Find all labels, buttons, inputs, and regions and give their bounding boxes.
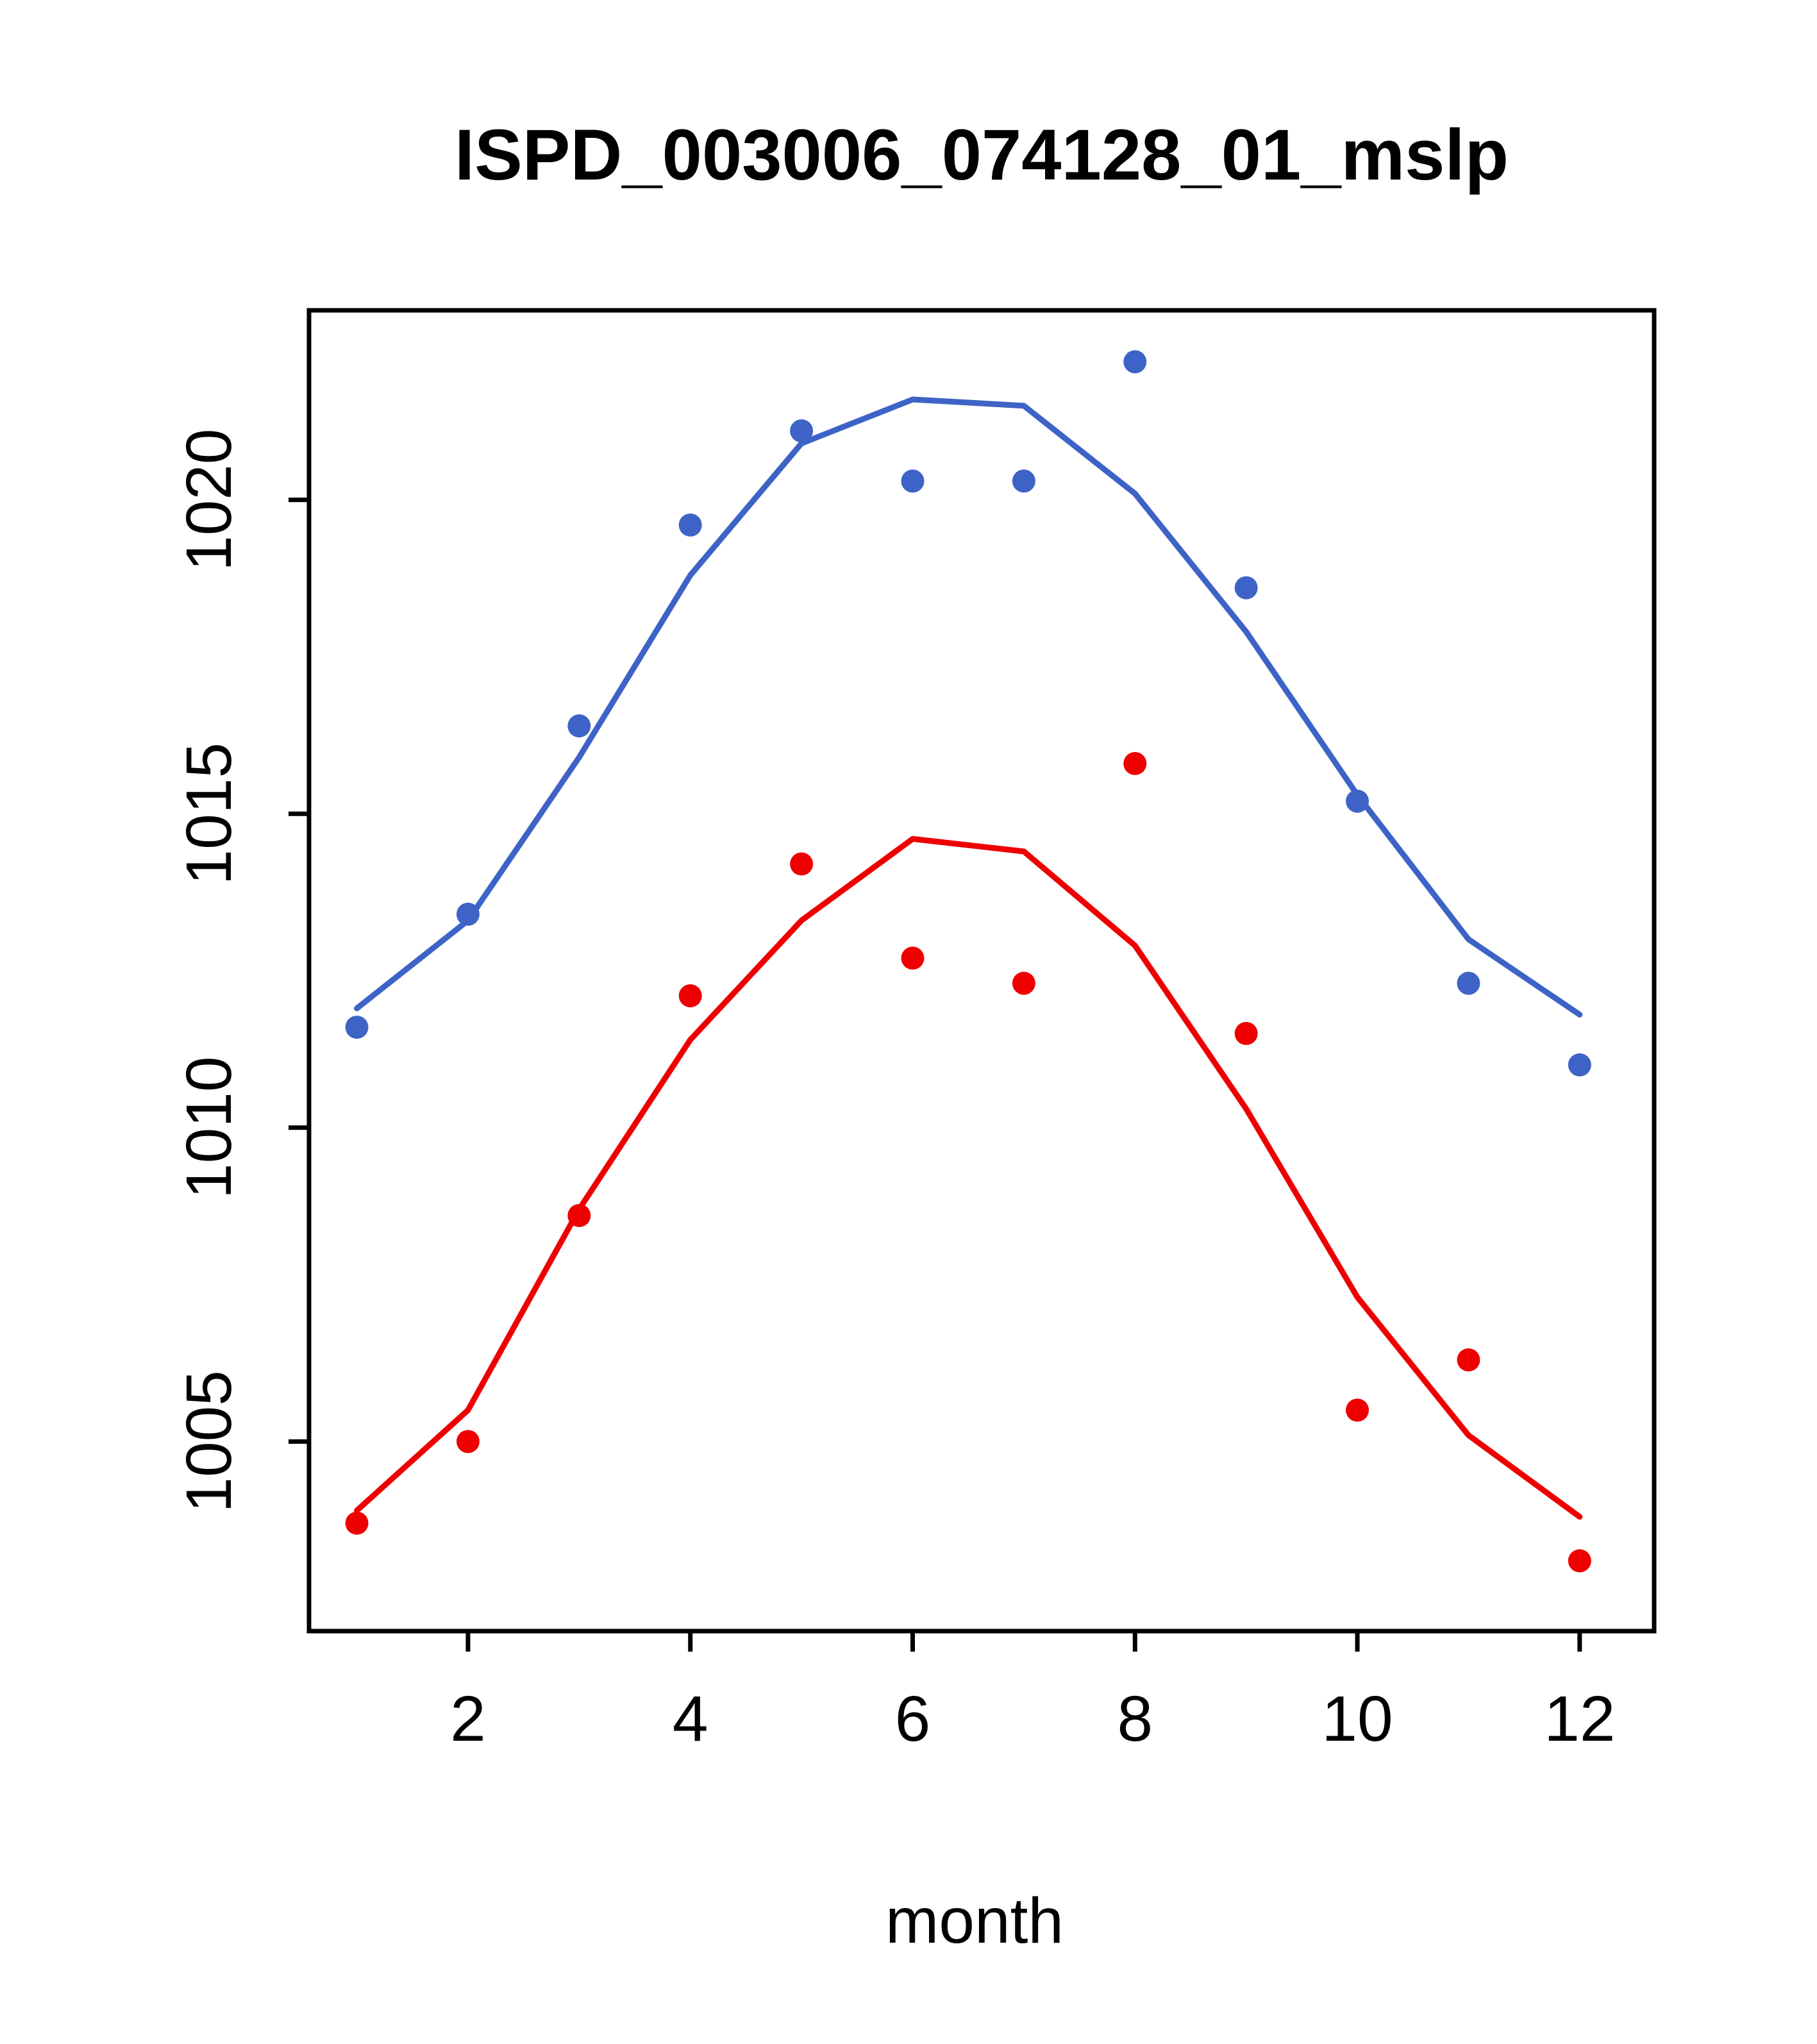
red-observed-points-point	[678, 984, 702, 1008]
x-axis-label: month	[885, 1885, 1064, 1957]
blue-observed-points-point	[345, 1016, 369, 1039]
red-observed-points-point	[1234, 1021, 1258, 1045]
red-observed-points-point	[1012, 971, 1035, 995]
x-tick-label: 8	[1117, 1683, 1153, 1755]
red-fitted-line	[354, 835, 1583, 1520]
red-observed-points-point	[1568, 1549, 1591, 1573]
x-tick-label: 4	[673, 1683, 708, 1755]
x-tick-label: 6	[895, 1683, 931, 1755]
chart-title: ISPD_003006_074128_01_mslp	[455, 115, 1509, 195]
blue-observed-points-point	[1457, 971, 1480, 995]
red-observed-points-point	[345, 1511, 369, 1535]
blue-observed-points-point	[1234, 576, 1258, 599]
red-observed-points-point	[1123, 751, 1147, 775]
x-tick-label: 12	[1544, 1683, 1615, 1755]
blue-observed-points-point	[790, 419, 814, 442]
y-tick-label: 1010	[173, 1057, 245, 1199]
blue-observed-points-point	[1012, 469, 1035, 493]
blue-observed-points-point	[678, 513, 702, 537]
plot-area: 2 4 6 8 10 12 1005 1010 1015 1020	[173, 308, 1657, 1755]
red-observed-points-point	[456, 1430, 480, 1453]
y-tick-label: 1005	[173, 1370, 245, 1512]
blue-observed-points-point	[1568, 1053, 1591, 1076]
plot-border	[306, 308, 1657, 1634]
red-observed-points-point	[790, 852, 814, 876]
x-tick-label: 2	[450, 1683, 486, 1755]
x-tick-label: 10	[1321, 1683, 1393, 1755]
red-observed-points-point	[901, 946, 925, 970]
y-tick-label: 1020	[173, 428, 245, 571]
red-observed-points-point	[1346, 1398, 1369, 1422]
y-tick-label: 1015	[173, 742, 245, 885]
blue-observed-points-point	[1123, 350, 1147, 374]
blue-observed-points-point	[901, 469, 925, 493]
blue-fitted-line	[354, 396, 1583, 1018]
red-observed-points-point	[1457, 1348, 1480, 1372]
blue-observed-points-point	[567, 714, 591, 738]
